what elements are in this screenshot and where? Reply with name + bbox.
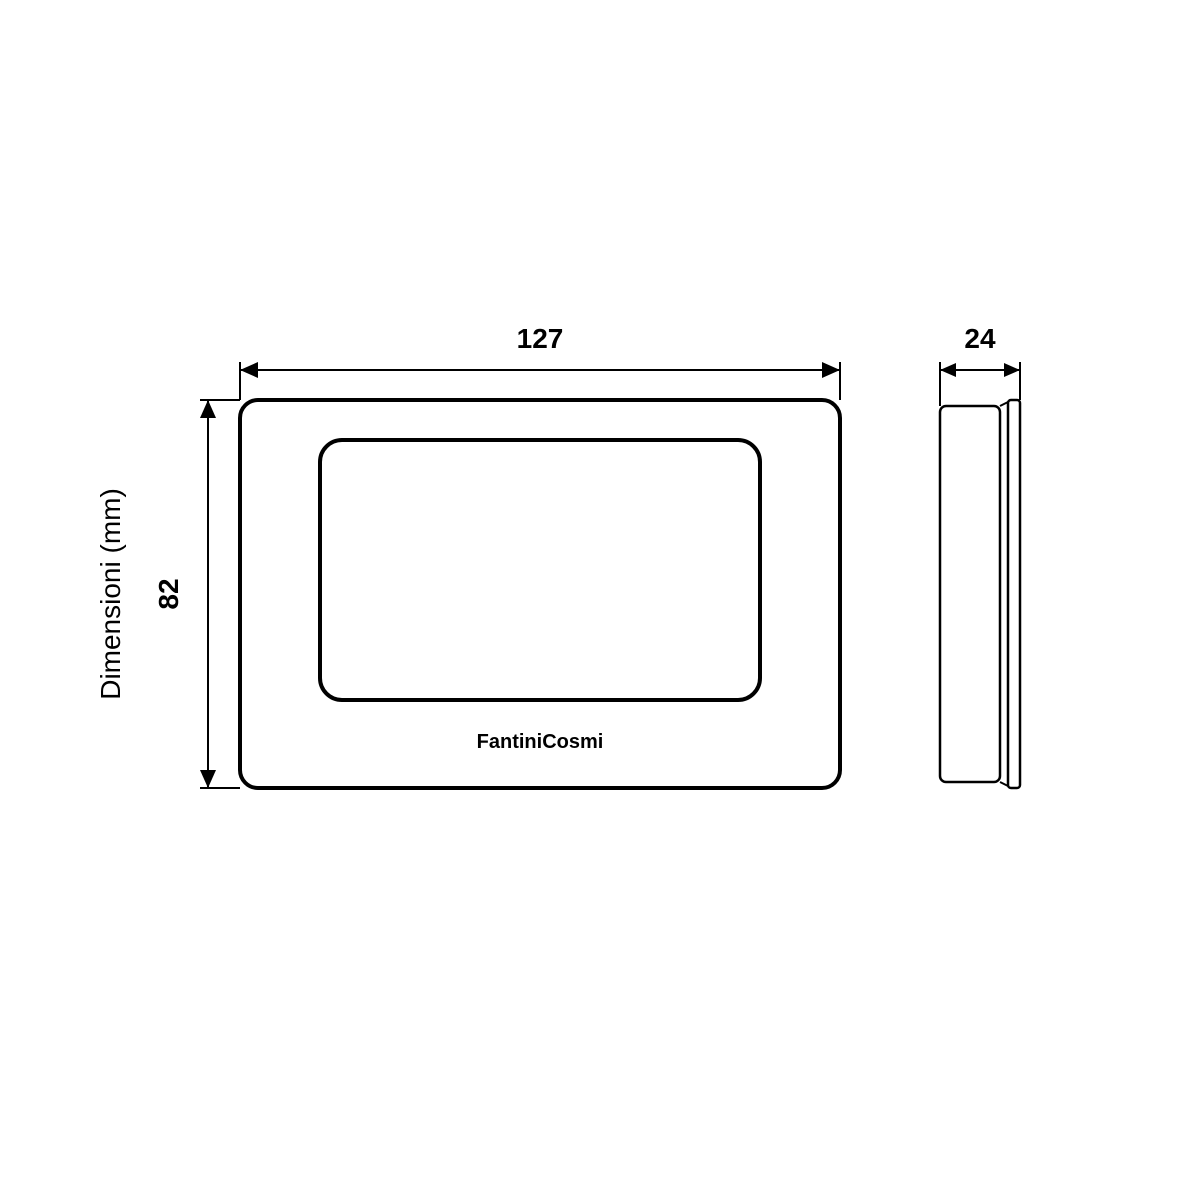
brand-label: FantiniCosmi bbox=[477, 731, 604, 753]
side-body bbox=[940, 406, 1000, 782]
front-outer-frame bbox=[240, 400, 840, 788]
dimension-diagram: FantiniCosmi 127 82 bbox=[0, 0, 1200, 1200]
dim-width: 127 bbox=[240, 323, 840, 400]
side-front-plate bbox=[1008, 400, 1020, 788]
dim-height: 82 bbox=[153, 400, 240, 788]
front-inner-screen bbox=[320, 440, 760, 700]
dim-width-label: 127 bbox=[517, 323, 564, 354]
dim-depth: 24 bbox=[940, 323, 1020, 406]
axis-label: Dimensioni (mm) bbox=[95, 488, 126, 700]
dim-height-label: 82 bbox=[153, 578, 184, 609]
dim-depth-label: 24 bbox=[964, 323, 996, 354]
